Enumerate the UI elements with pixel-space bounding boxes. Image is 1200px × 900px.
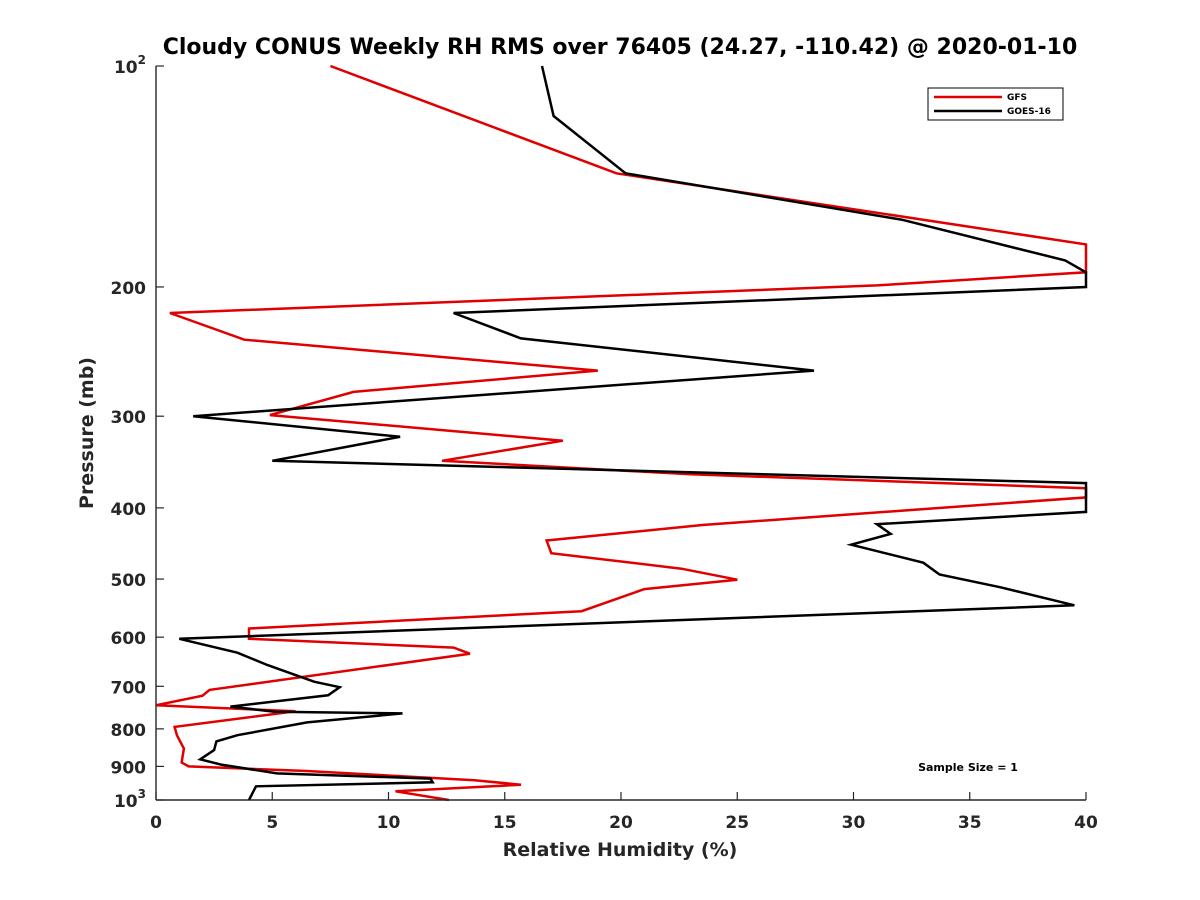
y-axis-ticks: 102 200 300 400 500 600 700 800 900 103	[111, 53, 164, 812]
x-tick-label: 35	[958, 813, 982, 833]
series-layer	[156, 64, 1088, 802]
y-tick-label: 103	[114, 787, 146, 812]
y-tick-label: 600	[111, 629, 147, 649]
x-tick-label: 10	[377, 813, 401, 833]
x-axis-label: Relative Humidity (%)	[503, 839, 738, 861]
x-tick-label: 25	[725, 813, 749, 833]
x-axis-ticks: 0 5 10 15 20 25 30 35 40	[150, 792, 1098, 833]
x-tick-label: 15	[493, 813, 517, 833]
x-tick-label: 30	[842, 813, 866, 833]
series-line-gfs	[156, 64, 1088, 802]
y-tick-label: 800	[111, 721, 147, 741]
legend-label-gfs: GFS	[1007, 93, 1027, 103]
legend-box	[927, 87, 1064, 121]
x-tick-label: 5	[266, 813, 278, 833]
y-axis-label: Pressure (mb)	[76, 357, 98, 509]
y-tick-label: 400	[111, 500, 147, 520]
x-tick-label: 40	[1074, 813, 1098, 833]
y-tick-label: 900	[111, 758, 147, 778]
y-tick-label: 200	[111, 279, 147, 299]
x-tick-label: 0	[150, 813, 162, 833]
chart-title: Cloudy CONUS Weekly RH RMS over 76405 (2…	[163, 35, 1078, 60]
y-tick-label: 102	[114, 53, 146, 78]
y-tick-label: 300	[111, 408, 147, 428]
sample-size-annotation: Sample Size = 1	[918, 761, 1018, 774]
y-tick-label: 500	[111, 571, 147, 591]
series-line-goes-16	[179, 65, 1088, 801]
legend: GFS GOES-16	[927, 87, 1064, 121]
plot-area	[156, 66, 1086, 800]
legend-label-goes-16: GOES-16	[1007, 107, 1051, 117]
y-tick-label: 700	[111, 678, 147, 698]
x-tick-label: 20	[609, 813, 633, 833]
